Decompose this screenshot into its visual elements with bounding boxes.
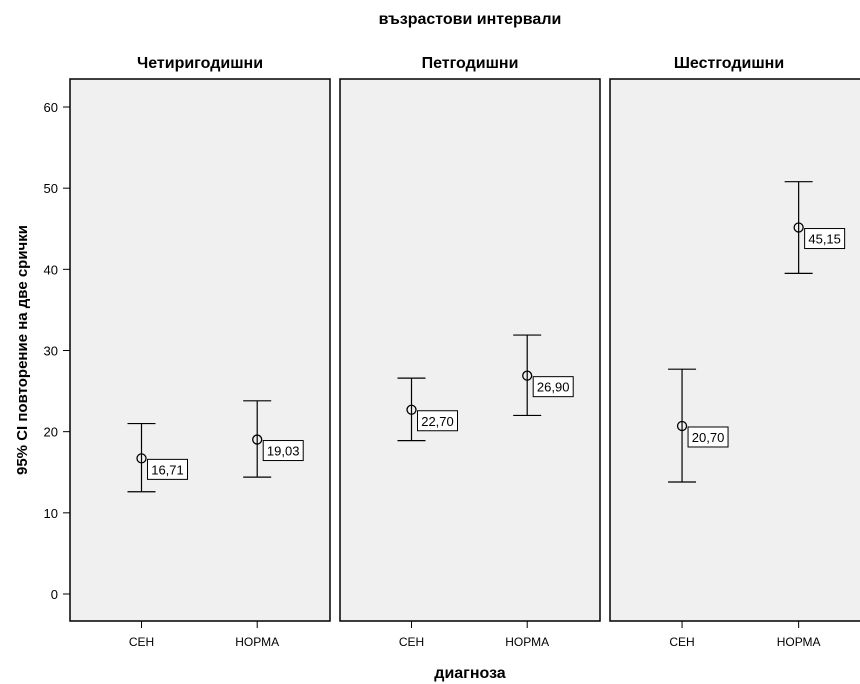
panel-title-1: Четиригодишни <box>137 55 263 72</box>
data-label-p1-sen: 16,71 <box>151 462 184 477</box>
x-tick-label-p1-sen: СЕН <box>129 635 154 649</box>
x-tick-label-p1-norma: НОРМА <box>235 635 279 649</box>
data-label-p3-sen: 20,70 <box>692 430 725 445</box>
y-tick-label-40: 40 <box>44 262 58 277</box>
data-label-box-p3-sen <box>687 426 729 448</box>
y-tick-label-50: 50 <box>44 181 58 196</box>
mean-marker-p2-norma <box>522 370 533 381</box>
data-label-p3-norma: 45,15 <box>808 232 841 247</box>
y-axis-label: 95% CI повторение на две срички <box>14 225 31 475</box>
mean-marker-p3-sen <box>676 420 688 432</box>
y-tick-label-60: 60 <box>44 100 58 115</box>
data-label-p2-norma: 26,90 <box>537 380 570 395</box>
y-tick-label-10: 10 <box>44 506 58 521</box>
panel-background-2 <box>339 78 601 622</box>
mean-marker-p2-sen <box>406 404 417 415</box>
panel-title-3: Шестгодишни <box>674 55 784 72</box>
chart-title: възрастови интервали <box>379 11 562 28</box>
data-label-box-p2-norma <box>532 376 574 398</box>
data-label-box-p1-norma <box>262 440 304 462</box>
data-label-box-p1-sen <box>147 458 188 480</box>
data-label-p2-sen: 22,70 <box>421 414 454 429</box>
mean-marker-p1-norma <box>252 434 263 445</box>
panel-background-3 <box>609 78 860 622</box>
x-tick-label-p2-norma: НОРМА <box>505 635 549 649</box>
y-tick-label-0: 0 <box>51 587 58 602</box>
y-tick-label-30: 30 <box>44 344 58 359</box>
x-axis-label: диагноза <box>434 665 506 682</box>
data-label-p1-norma: 19,03 <box>267 444 300 459</box>
mean-marker-p3-norma <box>793 222 804 233</box>
data-label-box-p3-norma <box>804 228 846 250</box>
y-tick-label-20: 20 <box>44 425 58 440</box>
panel-background-1 <box>69 78 331 622</box>
x-tick-label-p3-sen: СЕН <box>669 635 694 649</box>
panel-title-2: Петгодишни <box>422 55 519 72</box>
x-tick-label-p2-sen: СЕН <box>399 635 424 649</box>
mean-marker-p1-sen <box>136 453 147 464</box>
x-tick-label-p3-norma: НОРМА <box>777 635 821 649</box>
data-label-box-p2-sen <box>417 410 458 432</box>
